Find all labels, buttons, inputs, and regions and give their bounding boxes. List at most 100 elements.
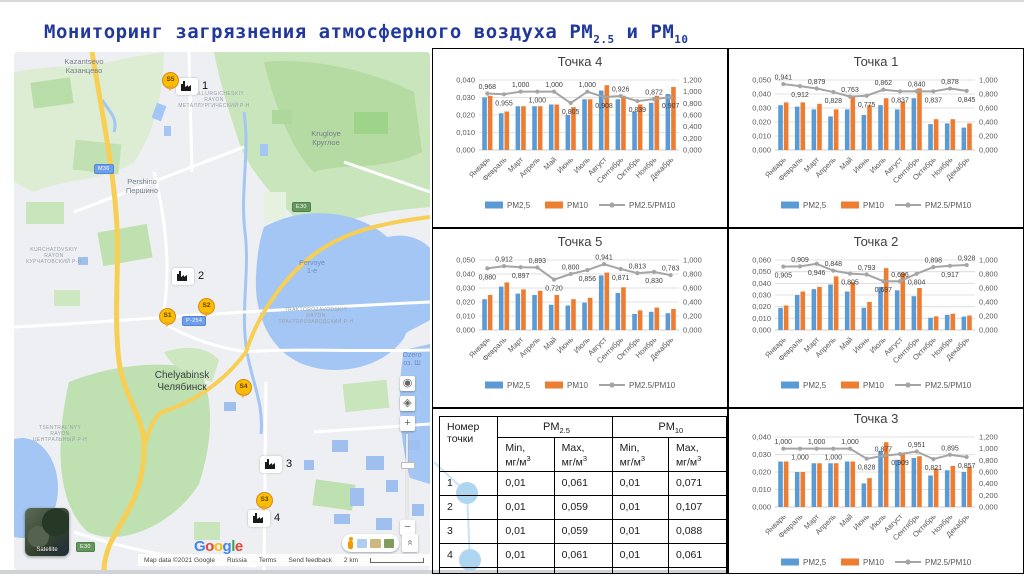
svg-text:0,696: 0,696 bbox=[891, 272, 909, 279]
svg-text:0,895: 0,895 bbox=[941, 445, 959, 452]
table-cell: 0,01 bbox=[497, 470, 555, 496]
svg-text:0,000: 0,000 bbox=[752, 146, 771, 155]
svg-text:0,912: 0,912 bbox=[495, 257, 513, 264]
terms-link[interactable]: Terms bbox=[258, 556, 277, 564]
svg-text:0,821: 0,821 bbox=[925, 465, 943, 472]
svg-text:PM2.5/PM10: PM2.5/PM10 bbox=[925, 558, 972, 567]
svg-text:0,805: 0,805 bbox=[841, 280, 859, 287]
svg-text:0,897: 0,897 bbox=[512, 273, 530, 280]
svg-text:0,800: 0,800 bbox=[979, 90, 998, 99]
map-pin-s3[interactable]: S3 bbox=[256, 492, 273, 511]
svg-text:0,040: 0,040 bbox=[752, 279, 771, 288]
chart-tochka-1: Точка 1 0,000 0,010 0,020 0,030 0,040 0,050 0,… bbox=[728, 48, 1024, 228]
table-cell: 0,01 bbox=[497, 494, 555, 520]
table-cell: 0,01 bbox=[611, 542, 669, 568]
factory-icon bbox=[260, 456, 282, 473]
factory-icon bbox=[172, 268, 194, 285]
svg-text:0,880: 0,880 bbox=[479, 274, 497, 281]
svg-text:0,060: 0,060 bbox=[752, 256, 771, 265]
svg-text:0,010: 0,010 bbox=[752, 485, 771, 494]
svg-text:0,600: 0,600 bbox=[683, 284, 702, 293]
map-pin-s5[interactable]: S5 bbox=[162, 72, 179, 91]
svg-text:1,000: 1,000 bbox=[775, 439, 793, 446]
svg-text:PM2.5/PM10: PM2.5/PM10 bbox=[925, 381, 972, 390]
layer-terrain-thumb[interactable] bbox=[370, 538, 381, 548]
svg-text:0,800: 0,800 bbox=[683, 270, 702, 279]
table-cell: 0,071 bbox=[553, 566, 613, 573]
zoom-slider-handle[interactable] bbox=[401, 462, 415, 469]
svg-text:Июнь: Июнь bbox=[851, 512, 871, 532]
map-image[interactable] bbox=[14, 52, 430, 570]
svg-text:0,000: 0,000 bbox=[752, 503, 771, 512]
factory-number: 2 bbox=[198, 270, 205, 282]
svg-text:1,000: 1,000 bbox=[791, 455, 809, 462]
map-country: Russia bbox=[226, 556, 247, 564]
screen-top-edge bbox=[0, 0, 1024, 2]
svg-text:PM10: PM10 bbox=[863, 558, 884, 567]
table-header-min: Min, мг/м3 bbox=[611, 437, 669, 472]
compass-button[interactable]: ◉ bbox=[400, 376, 415, 391]
svg-text:0,905: 0,905 bbox=[775, 273, 793, 280]
map-pin-s2[interactable]: S2 bbox=[198, 298, 215, 317]
table-cell: 0,01 bbox=[497, 518, 555, 544]
satellite-toggle-button[interactable]: Satellite bbox=[25, 508, 69, 556]
svg-text:0,856: 0,856 bbox=[579, 276, 597, 283]
svg-text:0,720: 0,720 bbox=[545, 286, 563, 293]
svg-text:0,800: 0,800 bbox=[979, 270, 998, 279]
zoom-out-button[interactable]: − bbox=[400, 520, 415, 535]
svg-text:0,968: 0,968 bbox=[479, 84, 497, 91]
factory-icon bbox=[176, 78, 198, 95]
table-cell: 0,071 bbox=[667, 566, 727, 573]
pegman-layers-pill[interactable] bbox=[342, 534, 399, 552]
svg-text:1,000: 1,000 bbox=[579, 82, 597, 89]
svg-text:0,000: 0,000 bbox=[456, 326, 475, 335]
minmax-table: Номер точки PM2.5 PM10 Min, мг/м3 Max, мг/… bbox=[438, 415, 727, 573]
collapse-controls-button[interactable]: « bbox=[402, 534, 418, 552]
svg-text:0,878: 0,878 bbox=[941, 79, 959, 86]
svg-text:0,928: 0,928 bbox=[958, 256, 976, 263]
minmax-table-cell: Номер точки PM2.5 PM10 Min, мг/м3 Max, мг/… bbox=[432, 408, 728, 574]
scale-bar bbox=[370, 557, 424, 563]
table-header-min: Min, мг/м3 bbox=[497, 437, 555, 472]
svg-text:0,020: 0,020 bbox=[752, 302, 771, 311]
svg-text:0,400: 0,400 bbox=[683, 122, 702, 131]
svg-text:PM2,5: PM2,5 bbox=[507, 381, 531, 390]
svg-text:0,908: 0,908 bbox=[595, 103, 613, 110]
svg-text:0,857: 0,857 bbox=[958, 463, 976, 470]
svg-text:0,200: 0,200 bbox=[979, 132, 998, 141]
zoom-in-button[interactable]: + bbox=[400, 416, 415, 431]
route-badge: М36 bbox=[94, 164, 114, 174]
svg-text:1,000: 1,000 bbox=[808, 439, 826, 446]
factory-number: 1 bbox=[202, 80, 209, 92]
svg-text:1,000: 1,000 bbox=[545, 82, 563, 89]
table-row: 2 0,01 0,059 0,01 0,107 bbox=[438, 494, 727, 520]
svg-text:0,400: 0,400 bbox=[979, 479, 998, 488]
map-pin-s4[interactable]: S4 bbox=[235, 379, 252, 398]
svg-text:0,763: 0,763 bbox=[841, 87, 859, 94]
svg-text:Июнь: Июнь bbox=[851, 335, 871, 355]
zoom-slider-track[interactable] bbox=[406, 434, 408, 518]
svg-text:0,830: 0,830 bbox=[645, 278, 663, 285]
map-pin-s1[interactable]: S1 bbox=[159, 308, 176, 327]
send-feedback-link[interactable]: Send feedback bbox=[288, 556, 332, 564]
table-cell: 0,01 bbox=[611, 470, 669, 496]
route-badge: Е30 bbox=[292, 202, 311, 212]
my-location-button[interactable]: ◈ bbox=[400, 396, 415, 411]
table-header-pm25: PM2.5 bbox=[497, 415, 613, 439]
table-cell: 0,01 bbox=[497, 566, 555, 573]
svg-text:PM10: PM10 bbox=[863, 381, 884, 390]
svg-text:Июнь: Июнь bbox=[851, 155, 871, 175]
factory-icon bbox=[248, 510, 270, 527]
chart-title: Точка 5 bbox=[557, 234, 603, 249]
svg-text:PM10: PM10 bbox=[567, 201, 588, 210]
pegman-icon[interactable] bbox=[347, 536, 354, 550]
svg-text:0,828: 0,828 bbox=[858, 465, 876, 472]
page-title: Мониторинг загрязнения атмосферного возд… bbox=[44, 20, 689, 46]
layer-map-thumb[interactable] bbox=[356, 538, 368, 548]
svg-text:1,000: 1,000 bbox=[979, 76, 998, 85]
svg-text:0,020: 0,020 bbox=[752, 118, 771, 127]
layer-satellite-thumb[interactable] bbox=[383, 538, 395, 548]
svg-text:0,000: 0,000 bbox=[683, 146, 702, 155]
chart-tochka-5: Точка 5 0,000 0,010 0,020 0,030 0,040 0,050 0,… bbox=[432, 228, 728, 408]
map-panel: Kazantsevo Казанцево METALLURGICHESKIY RAYO… bbox=[14, 52, 430, 570]
